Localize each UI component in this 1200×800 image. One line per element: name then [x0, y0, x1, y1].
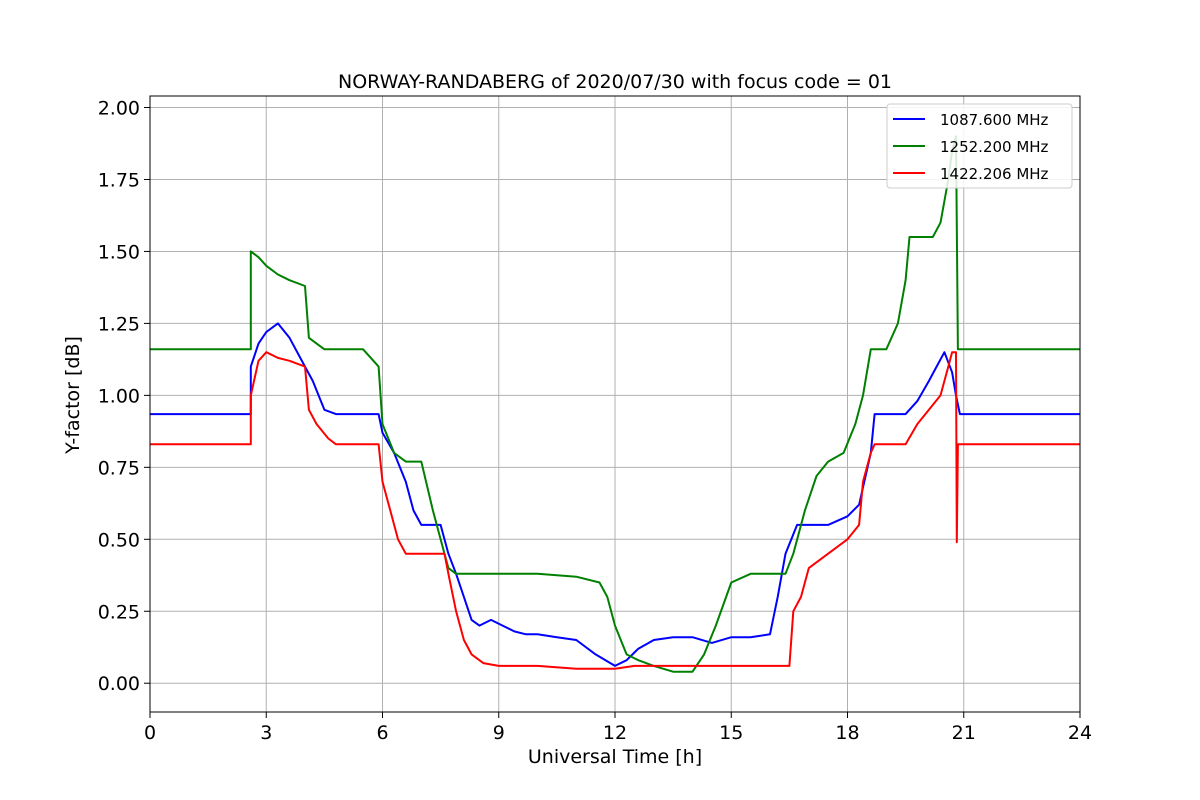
y-tick-label: 0.00 [98, 673, 140, 695]
y-tick-label: 2.00 [98, 98, 140, 120]
x-tick-label: 24 [1068, 722, 1092, 744]
x-tick-label: 6 [376, 722, 388, 744]
chart-title: NORWAY-RANDABERG of 2020/07/30 with focu… [338, 71, 892, 93]
x-tick-label: 15 [719, 722, 743, 744]
x-ticks: 0 3 6 9 12 15 18 21 24 [144, 712, 1092, 744]
y-ticks: 0.00 0.25 0.50 0.75 1.00 1.25 1.50 1.75 2.00 [98, 98, 150, 695]
y-tick-label: 0.75 [98, 457, 140, 479]
y-tick-label: 1.00 [98, 385, 140, 407]
y-axis-label: Y-factor [dB] [62, 336, 84, 455]
y-tick-label: 1.75 [98, 169, 140, 191]
y-tick-label: 1.25 [98, 313, 140, 335]
grid [149, 96, 1081, 712]
x-tick-label: 0 [144, 722, 156, 744]
x-tick-label: 9 [493, 722, 505, 744]
series-line-3 [150, 351, 1080, 670]
legend-label: 1422.206 MHz [940, 165, 1049, 183]
y-tick-label: 0.25 [98, 601, 140, 623]
x-tick-label: 18 [835, 722, 859, 744]
x-axis-label: Universal Time [h] [528, 746, 702, 768]
x-tick-label: 12 [603, 722, 627, 744]
x-tick-label: 21 [952, 722, 976, 744]
series-line-1 [150, 322, 1080, 667]
y-tick-label: 1.50 [98, 241, 140, 263]
series-line-2 [150, 135, 1080, 673]
legend-label: 1087.600 MHz [940, 111, 1049, 129]
series-layer [150, 135, 1080, 673]
legend-label: 1252.200 MHz [940, 138, 1049, 156]
x-tick-label: 3 [260, 722, 272, 744]
y-tick-label: 0.50 [98, 529, 140, 551]
legend-box [886, 103, 1073, 189]
legend: 1087.600 MHz 1252.200 MHz 1422.206 MHz [886, 103, 1073, 189]
